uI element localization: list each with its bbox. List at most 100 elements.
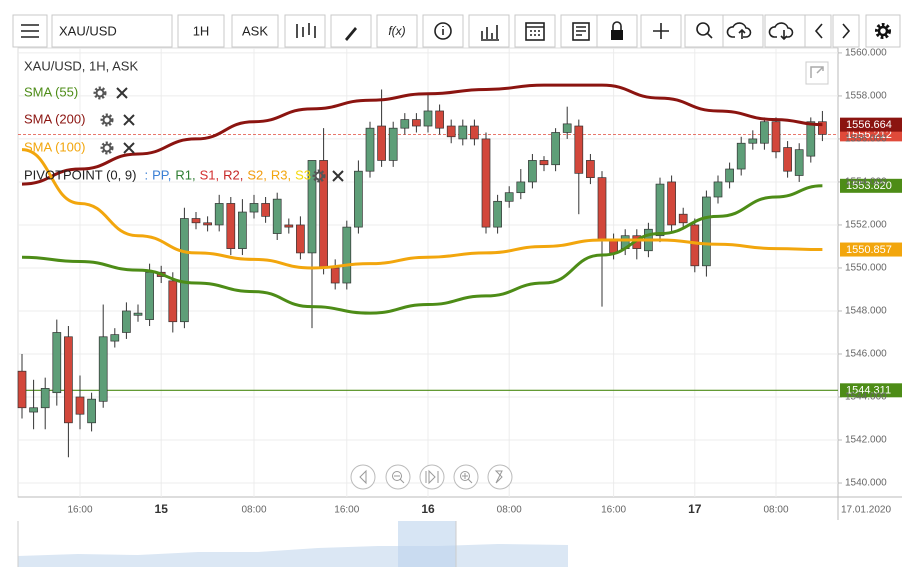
settings-button[interactable]: [865, 14, 901, 48]
scroll-right[interactable]: [487, 464, 513, 490]
candle-body: [40, 388, 50, 409]
sma-line: [21, 184, 823, 315]
candle-body: [330, 267, 340, 284]
symbol-field[interactable]: [51, 14, 173, 48]
indicators-button[interactable]: [468, 14, 510, 48]
symbol-text: XAU/USD: [59, 23, 117, 38]
navigator: [17, 521, 838, 567]
candle-body: [574, 125, 584, 174]
settings-icon[interactable]: [93, 86, 107, 100]
prev-button[interactable]: [804, 14, 832, 48]
candle-body: [98, 336, 108, 402]
y-tick-label: 1556.000: [845, 134, 887, 145]
x-tick-label: 08:00: [497, 505, 522, 516]
chart-type-button[interactable]: [284, 14, 326, 48]
icon: [814, 23, 823, 39]
download-button[interactable]: [764, 14, 806, 48]
x-tick-label: 16:00: [601, 505, 626, 516]
sma100-tag-label: 1550.857: [846, 244, 892, 256]
candle-body: [818, 121, 827, 135]
legend: XAU/USD, 1H, ASK SMA (55) SMA (200) SMA …: [24, 58, 344, 183]
candle-body: [539, 160, 549, 166]
candle-body: [435, 110, 444, 129]
candle-body: [307, 160, 317, 254]
settings-icon[interactable]: [100, 141, 114, 155]
candle-body: [191, 218, 201, 224]
candle-body: [748, 138, 758, 144]
candle-body: [678, 213, 688, 224]
candle-body: [261, 203, 270, 217]
candle-body: [226, 203, 236, 249]
price-type-button[interactable]: [231, 14, 279, 48]
candle-body: [771, 121, 781, 153]
settings-icon[interactable]: [100, 113, 114, 127]
reset[interactable]: [419, 464, 445, 490]
icon: [696, 22, 710, 36]
icon: [612, 21, 622, 30]
remove-icon[interactable]: [123, 114, 135, 126]
chart-title: XAU/USD, 1H, ASK: [24, 58, 138, 73]
candle-body: [493, 200, 502, 228]
pivot-level: PP,: [152, 167, 171, 182]
candle-body: [562, 123, 572, 133]
x-tick-label: 15: [155, 502, 169, 516]
pivot-prefix: :: [144, 167, 148, 182]
candle-body: [354, 170, 363, 228]
candle-body: [180, 218, 189, 323]
remove-icon[interactable]: [116, 87, 128, 99]
pivot-level: R3,: [271, 167, 291, 182]
settings-icon[interactable]: [312, 169, 326, 183]
remove-icon[interactable]: [123, 142, 135, 154]
candle-body: [655, 183, 665, 237]
icon: [875, 23, 891, 39]
candle-body: [17, 370, 27, 409]
timeframe-button[interactable]: [177, 14, 225, 48]
sma200-tag-label: 1556.664: [846, 119, 892, 131]
legend-sma100: SMA (100): [24, 139, 85, 154]
candle-body: [388, 127, 398, 161]
y-tick-label: 1550.000: [845, 263, 887, 274]
icon: [877, 25, 889, 37]
pivot-level: S1,: [200, 167, 220, 182]
icon: [576, 26, 586, 36]
x-tick-label: 08:00: [763, 505, 788, 516]
candle-body: [516, 181, 526, 194]
scroll-left[interactable]: [350, 464, 376, 490]
function-text: f(x): [388, 24, 405, 38]
function-button[interactable]: [376, 14, 418, 48]
candle-body: [400, 119, 410, 129]
candle-body: [122, 310, 131, 333]
candle-body: [713, 181, 723, 198]
candle-body: [296, 224, 305, 254]
candle-body: [760, 121, 769, 144]
draw-button[interactable]: [330, 14, 372, 48]
navigator-window[interactable]: [398, 521, 456, 567]
candle-body: [597, 177, 607, 241]
zoom-in[interactable]: [453, 464, 479, 490]
pivot-level: R2,: [223, 167, 243, 182]
candle-body: [702, 196, 711, 267]
pivot-level: S2,: [247, 167, 267, 182]
zoom-out[interactable]: [385, 464, 411, 490]
candle-body: [365, 127, 375, 172]
remove-icon[interactable]: [332, 170, 344, 182]
icon: [726, 22, 752, 39]
sma100-tag: [840, 242, 902, 257]
zoom-button[interactable]: [684, 14, 726, 48]
candle-body: [586, 160, 595, 178]
x-tick-label: 17: [688, 502, 702, 516]
candle-body: [504, 192, 514, 202]
x-tick-label: 16:00: [67, 505, 92, 516]
sma200-tag: [840, 117, 902, 132]
current-price-tag-label: 1556.212: [846, 129, 892, 141]
next-button[interactable]: [832, 14, 860, 48]
icon: [526, 26, 544, 36]
candle-body: [75, 396, 85, 415]
legend-sma55: SMA (55): [24, 84, 78, 99]
x-tick-label: 08:00: [241, 505, 266, 516]
y-tick-label: 1552.000: [845, 220, 887, 231]
icon: [345, 27, 357, 41]
